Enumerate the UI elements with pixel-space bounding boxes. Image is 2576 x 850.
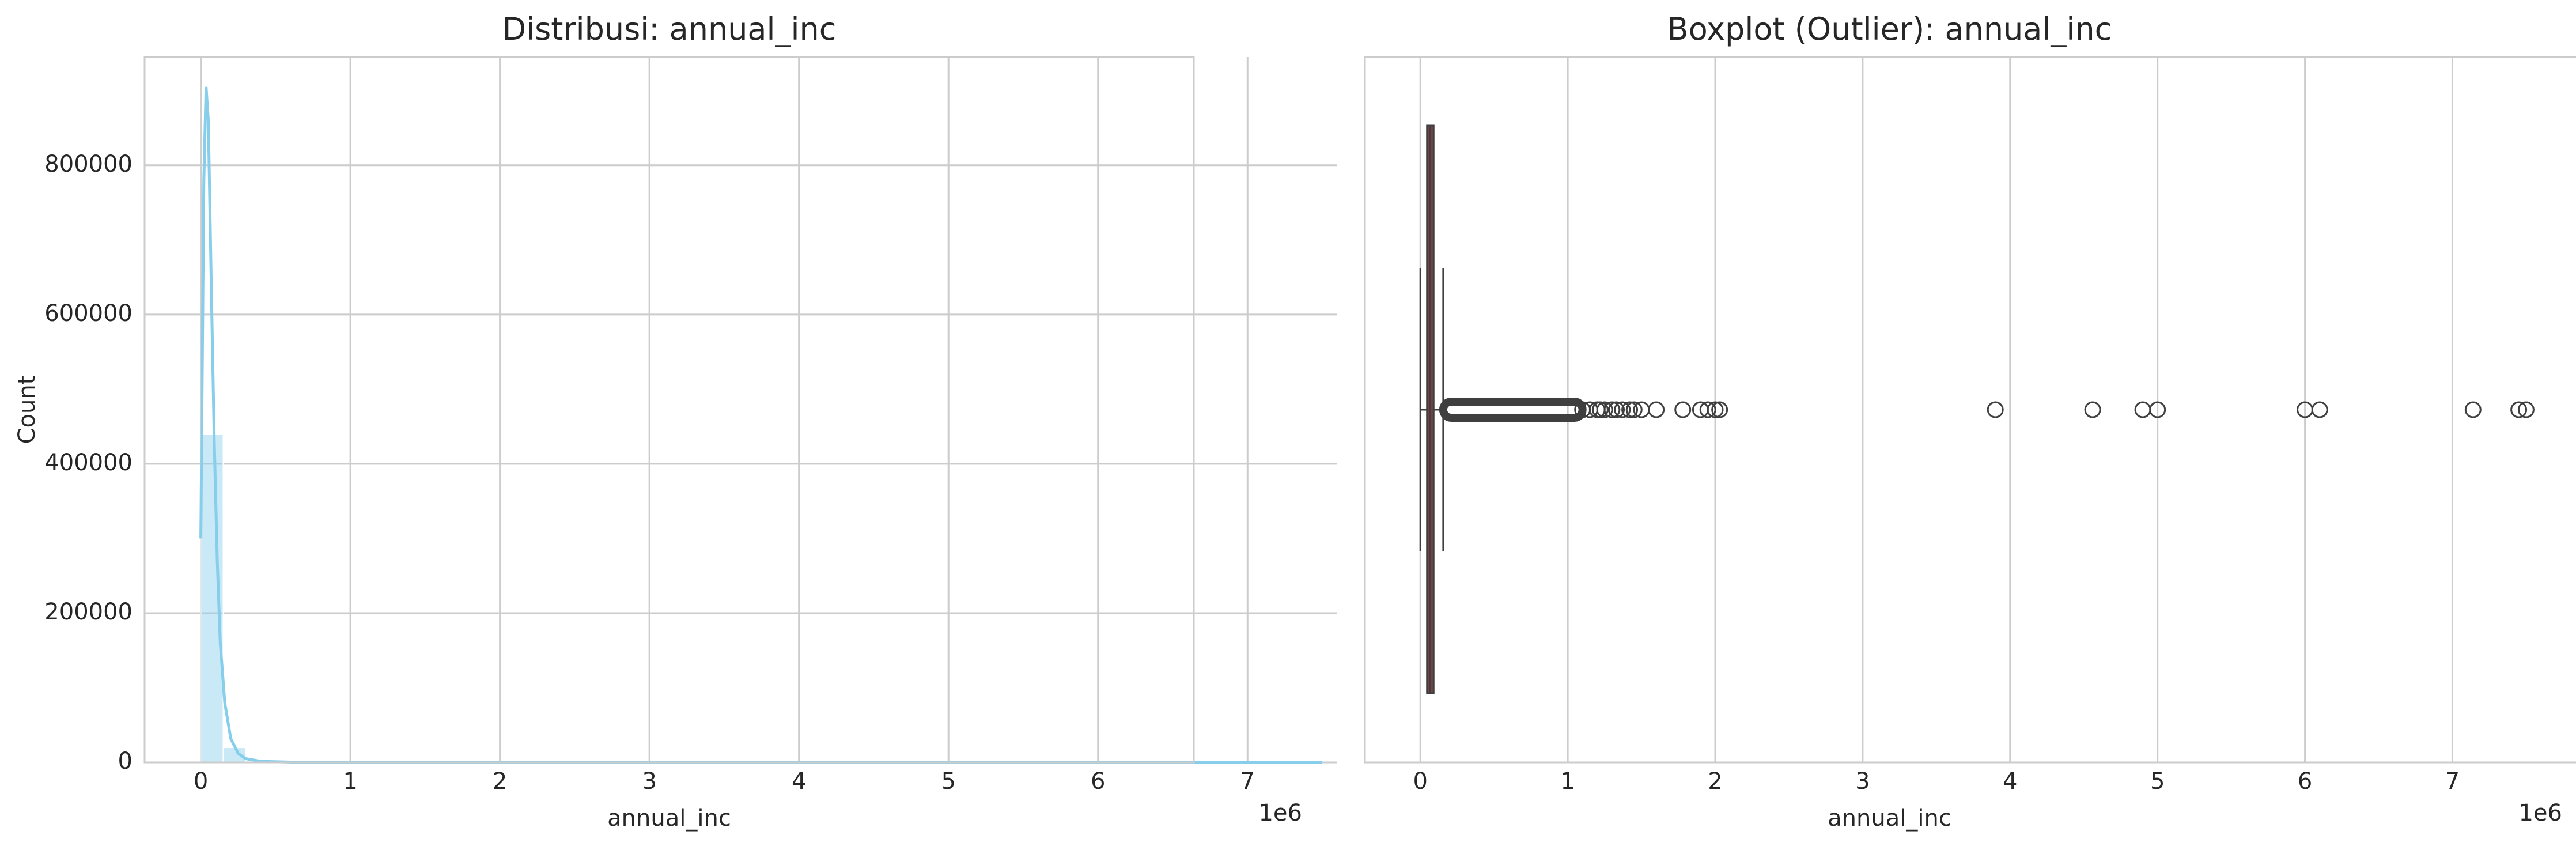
boxplot-x-tick-label: 3: [1855, 768, 1870, 795]
boxplot-outlier-point: [2517, 401, 2535, 418]
boxplot-outlier-point: [2510, 401, 2528, 418]
boxplot-outlier-point: [1711, 401, 1728, 418]
histogram-title: Distribusi: annual_inc: [502, 11, 837, 47]
histogram-y-tick-label: 200000: [44, 599, 133, 625]
boxplot-outlier-point: [2464, 401, 2482, 418]
histogram-panel: Distribusi: annual_inc 0 1 2 3 4 5 6 7 0 200000 4…: [14, 11, 1337, 832]
histogram-x-tick-label: 3: [642, 768, 656, 795]
boxplot-x-offset-label: 1e6: [2518, 800, 2562, 826]
boxplot-x-tick-label: 6: [2298, 768, 2312, 795]
boxplot-x-tick-label: 4: [2003, 768, 2017, 795]
boxplot-outlier-point: [1591, 401, 1609, 418]
boxplot-plot-frame: [1364, 56, 2576, 764]
boxplot-outlier-point: [1614, 401, 1631, 418]
boxplot-outlier-point: [2311, 401, 2328, 418]
histogram-y-axis-label: Count: [14, 376, 40, 444]
boxplot-title: Boxplot (Outlier): annual_inc: [1667, 11, 2112, 47]
histogram-x-tick-label: 6: [1091, 768, 1105, 795]
boxplot-outlier-point: [1596, 401, 1613, 418]
boxplot-x-axis-label: annual_inc: [1828, 805, 1951, 832]
boxplot-outlier-point: [1621, 401, 1639, 418]
histogram-grid: [145, 57, 1337, 764]
boxplot-x-tick-label: 5: [2150, 768, 2165, 795]
boxplot-outlier-point: [1699, 401, 1716, 418]
histogram-kde-line: [199, 86, 1322, 764]
boxplot-outlier-point: [1707, 401, 1724, 418]
boxplot-x-tick-labels: 0 1 2 3 4 5 6 7: [1413, 768, 2460, 795]
histogram-x-tick-label: 2: [493, 768, 507, 795]
histogram-x-tick-label: 0: [194, 768, 208, 795]
boxplot-outlier-point: [2134, 401, 2151, 418]
boxplot-x-tick-label: 0: [1413, 768, 1427, 795]
histogram-x-tick-label: 1: [343, 768, 357, 795]
histogram-y-tick-label: 400000: [44, 449, 133, 476]
boxplot-outlier-point: [1625, 401, 1643, 418]
boxplot-outlier-point: [1603, 401, 1621, 418]
histogram-x-offset-label: 1e6: [1258, 800, 1302, 826]
boxplot-outlier-band: [1439, 398, 1587, 422]
histogram-plot-frame: [143, 56, 1195, 764]
boxplot-outlier-point: [2149, 401, 2166, 418]
histogram-y-tick-label: 600000: [44, 300, 133, 327]
boxplot-panel: Boxplot (Outlier): annual_inc 0 1 2 3 4 5 6 7 a…: [1364, 11, 2576, 832]
boxplot-outlier-point: [1674, 401, 1692, 418]
histogram-y-tick-labels: 0 200000 400000 600000 800000: [44, 151, 133, 775]
histogram-y-tick-label: 800000: [44, 151, 133, 177]
boxplot-elements: [1419, 124, 1444, 694]
boxplot-outliers: [1439, 398, 2535, 422]
histogram-x-tick-label: 7: [1240, 768, 1255, 795]
boxplot-outlier-point: [2084, 401, 2101, 418]
boxplot-x-tick-label: 1: [1560, 768, 1575, 795]
histogram-x-tick-labels: 0 1 2 3 4 5 6 7: [194, 768, 1255, 795]
boxplot-x-tick-label: 7: [2445, 768, 2460, 795]
boxplot-x-tick-label: 2: [1708, 768, 1722, 795]
histogram-x-axis-label: annual_inc: [607, 805, 731, 832]
histogram-y-tick-label: 0: [118, 748, 133, 775]
boxplot-outlier-point: [1608, 401, 1625, 418]
histogram-x-tick-label: 5: [941, 768, 955, 795]
histogram-x-tick-label: 4: [792, 768, 806, 795]
boxplot-outlier-point: [1648, 401, 1665, 418]
boxplot-outlier-point: [1987, 401, 2004, 418]
